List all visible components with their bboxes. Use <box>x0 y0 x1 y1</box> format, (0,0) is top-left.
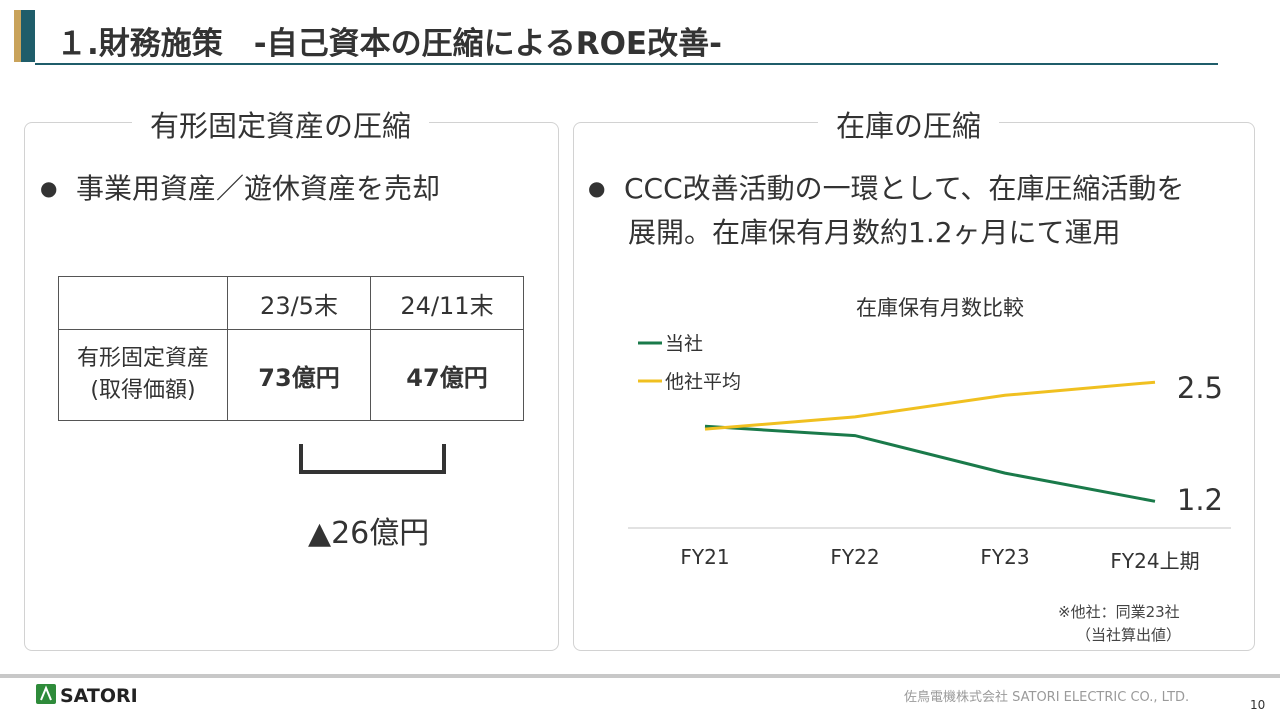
reduction-bracket <box>299 444 446 474</box>
end-label-other-avg: 2.5 <box>1177 371 1223 405</box>
asset-table: 23/5末 24/11末 有形固定資産 (取得価額) 73億円 47億円 <box>58 276 524 421</box>
legend-label-0: 当社 <box>665 333 703 355</box>
series-line-1 <box>704 380 1156 431</box>
chart-title: 在庫保有月数比較 <box>856 296 1024 320</box>
right-bullet-line2: 展開。在庫保有月数約1.2ヶ月にて運用 <box>628 216 1121 249</box>
page-title: １.財務施策 -自己資本の圧縮によるROE改善- <box>56 26 722 62</box>
right-bullet-line1: CCC改善活動の一環として、在庫圧縮活動を <box>624 172 1185 205</box>
bullet-dot-icon: ● <box>588 176 606 200</box>
series-line-0 <box>704 424 1156 503</box>
table-col-header: 23/5末 <box>227 276 371 330</box>
title-underline <box>35 63 1218 65</box>
table-col-header: 24/11末 <box>370 276 524 330</box>
footer-bar <box>0 674 1280 678</box>
title-accent-teal <box>21 10 35 62</box>
x-tick-label: FY23 <box>980 545 1029 569</box>
footnote-line1: ※他社：同業23社 <box>1058 603 1180 621</box>
table-corner-cell <box>58 276 228 330</box>
table-row: 有形固定資産 (取得価額) 73億円 47億円 <box>58 329 524 421</box>
row-label-line2: (取得価額) <box>90 378 196 403</box>
end-label-company: 1.2 <box>1177 483 1223 517</box>
left-panel-heading: 有形固定資産の圧縮 <box>132 103 430 145</box>
title-accent-gold <box>14 10 21 62</box>
satori-logo: SATORI <box>36 684 138 706</box>
right-panel <box>573 122 1255 651</box>
page-number: 10 <box>1250 698 1266 712</box>
inventory-chart: 在庫保有月数比較 当社 他社平均 FY21 FY22 FY23 FY24上期 2.5 … <box>628 296 1231 573</box>
x-tick-label: FY21 <box>680 545 729 569</box>
table-value-cell: 47億円 <box>370 329 524 421</box>
table-header-row: 23/5末 24/11末 <box>58 276 524 330</box>
footnote-line2: （当社算出値） <box>1076 626 1182 644</box>
logo-text: SATORI <box>60 685 138 706</box>
footer-company: 佐鳥電機株式会社 SATORI ELECTRIC CO., LTD. <box>904 690 1190 705</box>
table-row-label: 有形固定資産 (取得価額) <box>58 329 228 421</box>
table-value-cell: 73億円 <box>227 329 371 421</box>
left-bullet-text: 事業用資産／遊休資産を売却 <box>76 172 441 205</box>
legend-label-1: 他社平均 <box>665 371 741 393</box>
reduction-amount: ▲26億円 <box>308 516 430 551</box>
bullet-dot-icon: ● <box>40 176 58 200</box>
right-panel-heading: 在庫の圧縮 <box>818 103 1000 145</box>
x-tick-label: FY22 <box>830 545 879 569</box>
row-label-line1: 有形固定資産 <box>76 346 209 371</box>
x-tick-label: FY24上期 <box>1110 549 1199 573</box>
